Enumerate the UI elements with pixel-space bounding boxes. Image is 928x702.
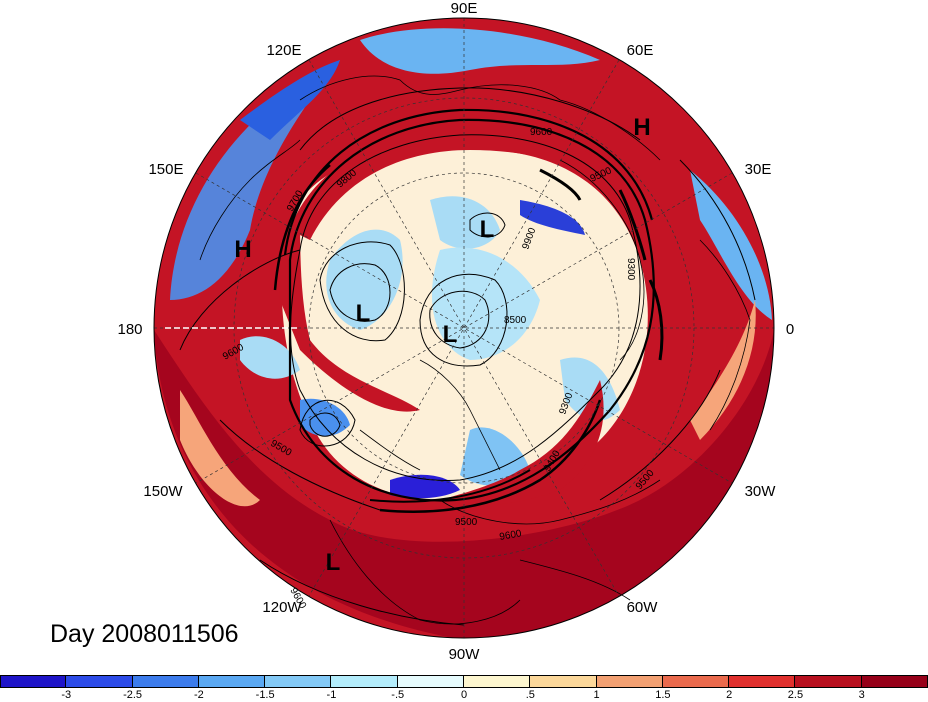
colorbar-bin bbox=[66, 675, 133, 688]
contour-label: 9600 bbox=[499, 528, 523, 543]
colorbar-tick-label: 2.5 bbox=[787, 689, 804, 701]
lon-label-60e: 60E bbox=[627, 42, 654, 59]
lon-label-150e: 150E bbox=[148, 161, 183, 178]
low-marker-east-siberian: L bbox=[356, 300, 371, 327]
polar-stereographic-map: 90E 120E 60E 150E 30E 180 0 150W 30W 120… bbox=[117, 0, 794, 663]
high-marker-europe: H bbox=[633, 114, 650, 141]
lon-label-60w: 60W bbox=[627, 599, 659, 616]
lon-label-150w: 150W bbox=[143, 483, 183, 500]
contour-label: 8500 bbox=[504, 315, 527, 326]
high-marker-pacific: H bbox=[234, 236, 251, 263]
colorbar-tick-label: 1 bbox=[593, 689, 600, 701]
colorbar-tick-label: 0 bbox=[460, 689, 468, 701]
lon-label-30e: 30E bbox=[745, 161, 772, 178]
colorbar-tick-label: -3 bbox=[61, 689, 72, 701]
colorbar-bin bbox=[861, 675, 928, 688]
map-border bbox=[153, 17, 775, 639]
longitude-labels: 90E 120E 60E 150E 30E 180 0 150W 30W 120… bbox=[117, 0, 794, 663]
colorbar-bin bbox=[0, 675, 67, 688]
low-marker-siberia: L bbox=[480, 216, 495, 243]
colorbar-tick-label: 2 bbox=[726, 689, 733, 701]
low-marker-ne-pacific: L bbox=[326, 549, 341, 576]
lon-label-30w: 30W bbox=[745, 483, 777, 500]
colorbar-bin bbox=[397, 675, 464, 688]
colorbar-bin bbox=[132, 675, 199, 688]
lon-label-0: 0 bbox=[786, 321, 794, 338]
lon-label-90w: 90W bbox=[449, 646, 481, 663]
colorbar-bin bbox=[729, 675, 796, 688]
colorbar-tick-label: .5 bbox=[525, 689, 535, 701]
colorbar-tick-label: -.5 bbox=[391, 689, 405, 701]
colorbar-tick-label: -1 bbox=[326, 689, 337, 701]
height-contours bbox=[179, 87, 756, 626]
colorbar-bin bbox=[596, 675, 663, 688]
lon-label-120w: 120W bbox=[262, 599, 302, 616]
colorbar: -3 -2.5 -2 -1.5 -1 -.5 0 .5 1 1.5 2 2.5 3 bbox=[0, 675, 928, 702]
map-title: Day 2008011506 bbox=[50, 620, 239, 648]
contour-label: 9600 bbox=[530, 127, 553, 138]
lon-label-180: 180 bbox=[117, 321, 142, 338]
colorbar-bin bbox=[265, 675, 332, 688]
colorbar-tick-label: 1.5 bbox=[655, 689, 671, 701]
lon-label-90e: 90E bbox=[451, 0, 478, 17]
contour-label: 9500 bbox=[455, 517, 478, 528]
pressure-system-markers: H H L L L L bbox=[234, 114, 650, 576]
colorbar-tick-label: -2 bbox=[193, 689, 204, 701]
graticule bbox=[154, 18, 774, 638]
colorbar-bin bbox=[795, 675, 862, 688]
colorbar-bin bbox=[198, 675, 266, 688]
lon-label-120e: 120E bbox=[266, 42, 301, 59]
colorbar-bin bbox=[464, 675, 531, 688]
contour-label: 9300 bbox=[625, 258, 636, 281]
colorbar-bin bbox=[331, 675, 398, 688]
colorbar-bin bbox=[530, 675, 597, 688]
colorbar-tick-label: -2.5 bbox=[123, 689, 143, 701]
low-marker-pole: L bbox=[443, 321, 458, 348]
colorbar-tick-label: -1.5 bbox=[255, 689, 275, 701]
coastlines bbox=[199, 75, 751, 625]
colorbar-tick-label: 3 bbox=[858, 689, 865, 701]
colorbar-bin bbox=[662, 675, 730, 688]
